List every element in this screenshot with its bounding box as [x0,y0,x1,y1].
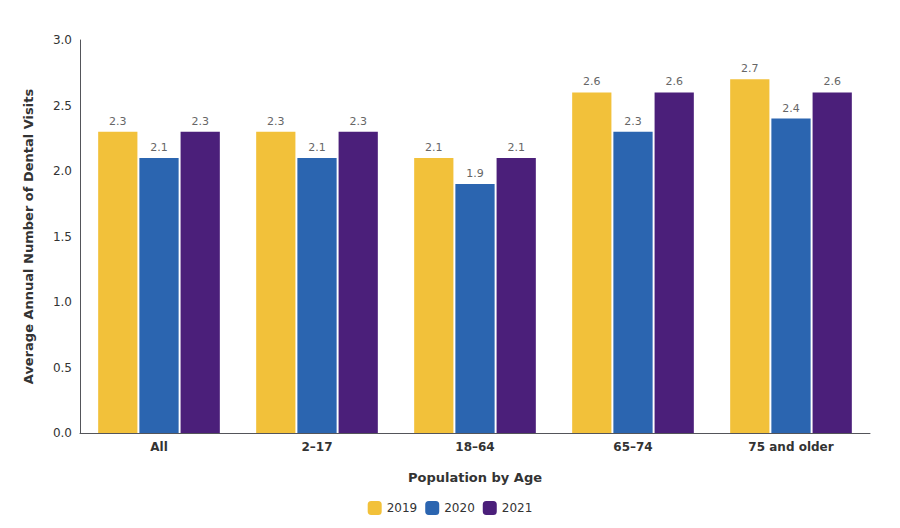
svg-text:Average Annual Number of Denta: Average Annual Number of Dental Visits [21,89,36,385]
svg-text:0.5: 0.5 [53,361,72,375]
svg-text:2.1: 2.1 [150,141,168,154]
svg-text:2.6: 2.6 [665,75,683,88]
svg-text:2.1: 2.1 [507,141,525,154]
svg-text:2020: 2020 [444,501,475,515]
svg-text:1.0: 1.0 [53,295,72,309]
svg-text:65–74: 65–74 [613,440,652,454]
svg-text:1.9: 1.9 [466,167,484,180]
svg-text:2.7: 2.7 [741,62,759,75]
svg-text:2019: 2019 [387,501,418,515]
svg-text:2–17: 2–17 [301,440,332,454]
svg-text:2.0: 2.0 [53,164,72,178]
svg-text:2.4: 2.4 [782,102,800,115]
svg-text:2.3: 2.3 [267,115,285,128]
svg-text:All: All [150,440,168,454]
svg-text:1.5: 1.5 [53,230,72,244]
svg-text:18–64: 18–64 [455,440,494,454]
svg-text:2.1: 2.1 [425,141,443,154]
svg-text:Population by Age: Population by Age [408,470,542,485]
svg-text:2.6: 2.6 [583,75,601,88]
svg-text:2.5: 2.5 [53,99,72,113]
svg-text:0.0: 0.0 [53,426,72,440]
svg-text:3.0: 3.0 [53,33,72,47]
svg-text:2.3: 2.3 [624,115,642,128]
svg-text:2.6: 2.6 [823,75,841,88]
svg-text:2.3: 2.3 [349,115,367,128]
svg-text:2021: 2021 [502,501,533,515]
svg-text:75 and older: 75 and older [748,440,833,454]
svg-text:2.3: 2.3 [191,115,209,128]
svg-text:2.3: 2.3 [109,115,127,128]
svg-text:2.1: 2.1 [308,141,326,154]
